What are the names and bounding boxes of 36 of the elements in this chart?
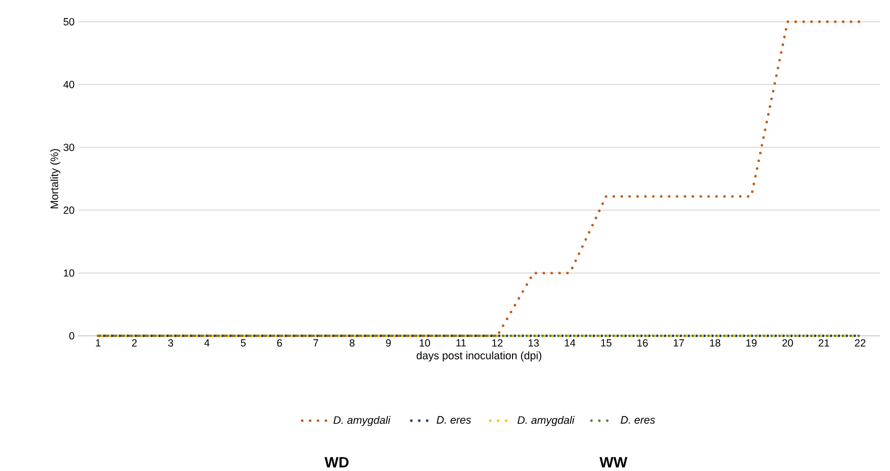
y-tick-label: 10	[64, 269, 74, 277]
x-tick-label: 11	[456, 339, 466, 346]
y-tick-label: 20	[64, 206, 74, 214]
legend-label: D. amygdali	[518, 416, 575, 426]
x-tick-label: 8	[350, 339, 355, 347]
legend-label: D. eres	[620, 416, 656, 424]
x-tick-label: 3	[168, 339, 174, 347]
x-tick-label: 10	[420, 339, 430, 347]
x-tick-label: 17	[674, 339, 684, 346]
x-tick-label: 22	[854, 339, 866, 346]
x-tick-label: 9	[386, 339, 391, 347]
y-tick-label: 0	[69, 332, 74, 340]
x-tick-label: 2	[132, 339, 137, 346]
x-axis-title: days post inoculation (dpi)	[416, 351, 542, 362]
y-tick-label: 50	[64, 18, 74, 26]
x-tick-label: 5	[240, 339, 246, 346]
x-tick-label: 12	[492, 339, 502, 346]
text: WD	[324, 457, 349, 468]
x-tick-label: 18	[710, 339, 720, 347]
x-tick-label: 14	[564, 339, 576, 346]
x-tick-label: 6	[277, 339, 282, 347]
x-tick-label: 13	[528, 339, 539, 347]
x-tick-label: 16	[637, 339, 648, 347]
x-tick-label: 20	[782, 339, 793, 347]
x-tick-label: 1	[96, 339, 100, 346]
x-tick-label: 4	[204, 339, 210, 346]
y-axis-title: Mortality (%)	[50, 149, 60, 208]
x-tick-label: 19	[746, 339, 757, 347]
legend-label: D. eres	[436, 416, 471, 424]
y-tick-label: 40	[63, 80, 74, 88]
x-tick-label: 7	[313, 339, 318, 346]
text: WW	[600, 457, 628, 468]
y-tick-label: 30	[64, 144, 74, 151]
legend-label: D. amygdali	[334, 416, 391, 426]
x-tick-label: 21	[818, 339, 830, 346]
x-tick-label: 15	[601, 339, 612, 346]
